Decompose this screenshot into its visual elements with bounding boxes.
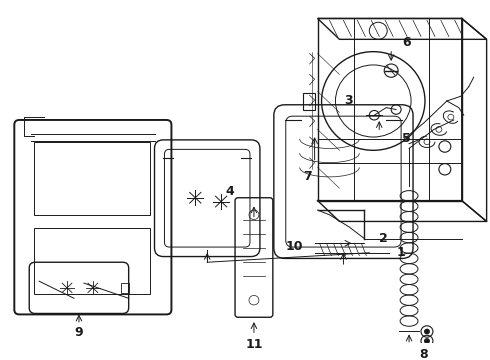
Text: 2: 2 bbox=[379, 232, 388, 245]
Text: 5: 5 bbox=[402, 132, 411, 145]
Text: 6: 6 bbox=[402, 36, 411, 49]
Text: 7: 7 bbox=[303, 170, 312, 183]
Text: 10: 10 bbox=[286, 240, 303, 253]
Circle shape bbox=[424, 338, 430, 344]
Text: 9: 9 bbox=[74, 326, 83, 339]
Text: 3: 3 bbox=[344, 94, 353, 108]
Bar bbox=[34, 142, 149, 215]
Text: 11: 11 bbox=[245, 338, 263, 351]
Text: 8: 8 bbox=[419, 348, 428, 360]
Text: 1: 1 bbox=[397, 246, 406, 259]
Circle shape bbox=[424, 329, 430, 334]
Bar bbox=[303, 93, 315, 111]
Bar bbox=[34, 228, 149, 293]
Circle shape bbox=[424, 348, 430, 353]
Text: 4: 4 bbox=[226, 185, 234, 198]
Bar bbox=[121, 283, 129, 293]
